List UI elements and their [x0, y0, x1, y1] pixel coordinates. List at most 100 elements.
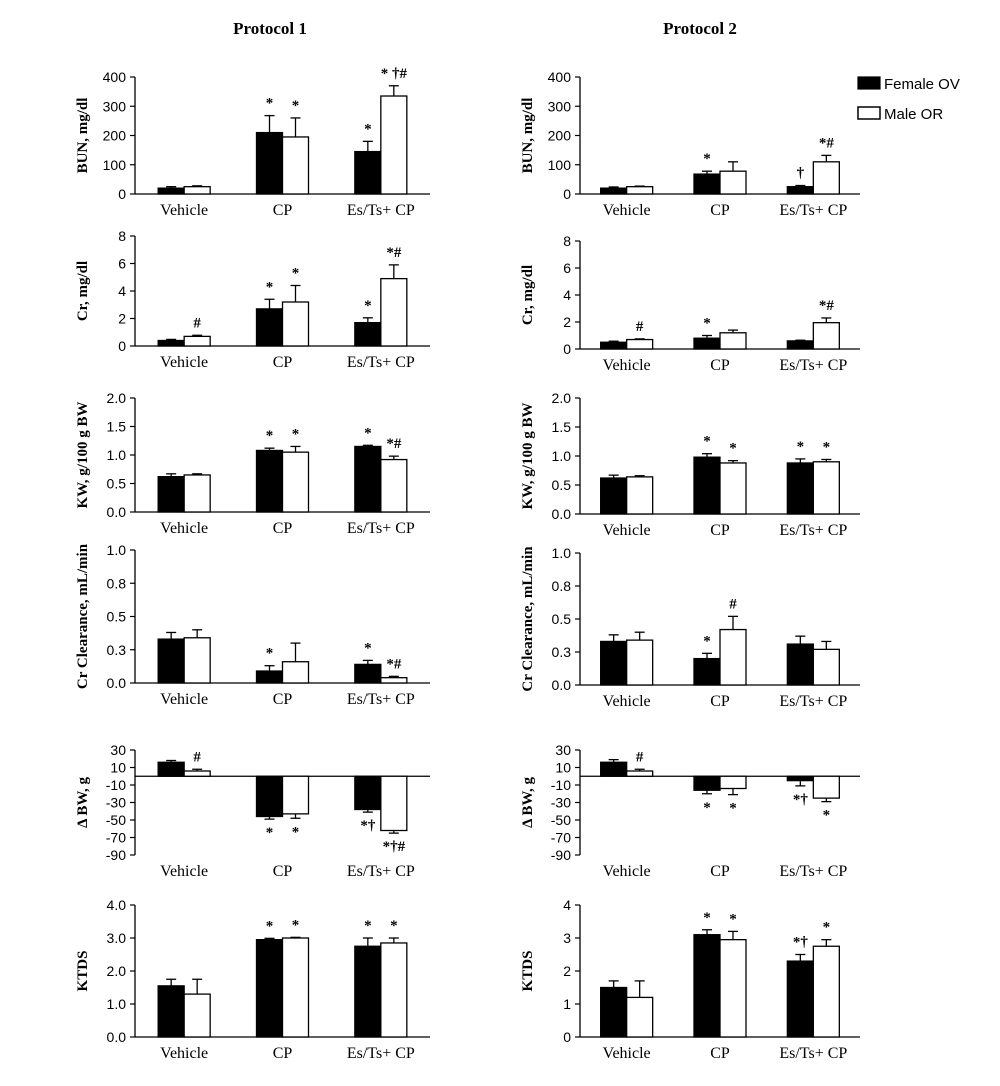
legend-swatch-male-or	[857, 106, 881, 120]
bar-p1-ktds-male-or-vehicle	[183, 993, 211, 1038]
bar-p2-cr-clearance-ml-min-female-ov-vehicle	[600, 640, 628, 686]
significance-mark-p1-cr-mg-dl: *	[364, 298, 372, 314]
y-axis-label-p2-kw-g-100-g-bw: KW, g/100 g BW	[520, 403, 536, 510]
significance-mark-p1-bun-mg-dl: *	[266, 96, 274, 112]
category-label-p1-ktds: CP	[273, 1045, 293, 1062]
bar-p2-bw-g-male-or-cp	[719, 775, 747, 790]
category-label-p1-cr-mg-dl: Es/Ts+ CP	[347, 354, 415, 371]
bar-p1-kw-g-100-g-bw-female-ov-es-ts-cp	[354, 445, 382, 513]
bar-p1-kw-g-100-g-bw-male-or-es-ts-cp	[380, 458, 408, 513]
legend: Female OV Male OR	[857, 76, 960, 123]
bar-p2-kw-g-100-g-bw-male-or-es-ts-cp	[812, 461, 840, 515]
bar-p1-bw-g-female-ov-vehicle	[157, 761, 185, 777]
bar-p2-cr-mg-dl-female-ov-cp	[693, 337, 721, 350]
category-label-p2-kw-g-100-g-bw: Es/Ts+ CP	[779, 522, 847, 539]
bar-p2-bw-g-male-or-vehicle	[626, 770, 654, 777]
category-label-p1-kw-g-100-g-bw: Es/Ts+ CP	[347, 520, 415, 537]
y-tick-label-p2-cr-clearance-ml-min: 0.5	[552, 611, 572, 627]
significance-mark-p1-ktds: *	[364, 918, 372, 934]
y-axis-label-p2-cr-clearance-ml-min: Cr Clearance, mL/min	[520, 546, 536, 692]
y-tick-label-p1-kw-g-100-g-bw: 1.0	[107, 447, 127, 463]
bar-p1-cr-mg-dl-male-or-cp	[281, 301, 310, 347]
y-tick-label-p1-cr-clearance-ml-min: 0.0	[107, 675, 127, 691]
y-tick-label-p2-bw-g: 30	[555, 742, 571, 758]
y-axis-label-p1-bw-g: Δ BW, g	[75, 777, 91, 828]
y-tick-label-p2-ktds: 2	[563, 963, 571, 979]
panel-p2-kw-g-100-g-bw: 0.0 0.5 1.0 1.5 2.0 KW, g/100 g BW Vehicle * * CP…	[520, 390, 860, 539]
y-tick-label-p2-kw-g-100-g-bw: 1.0	[552, 448, 572, 464]
y-tick-label-p1-kw-g-100-g-bw: 2.0	[107, 390, 127, 406]
y-tick-label-p2-cr-clearance-ml-min: 1.0	[552, 545, 572, 561]
y-tick-label-p2-bw-g: -10	[551, 777, 571, 793]
bar-p2-bw-g-female-ov-es-ts-cp	[786, 775, 814, 782]
y-tick-label-p1-cr-clearance-ml-min: 0.8	[107, 575, 127, 591]
y-tick-label-p1-kw-g-100-g-bw: 1.5	[107, 419, 127, 435]
significance-mark-p2-bun-mg-dl: *#	[819, 135, 835, 151]
significance-mark-p1-kw-g-100-g-bw: *	[292, 426, 300, 442]
bar-p2-bun-mg-dl-male-or-es-ts-cp	[812, 161, 840, 195]
bar-p2-cr-mg-dl-male-or-es-ts-cp	[812, 322, 840, 350]
panel-p2-cr-clearance-ml-min: 0.0 0.3 0.5 0.8 1.0 Cr Clearance, mL/min Vehic…	[520, 545, 860, 710]
y-tick-label-p2-bun-mg-dl: 400	[548, 69, 572, 85]
bar-p1-bun-mg-dl-male-or-vehicle	[183, 186, 211, 195]
y-tick-label-p2-kw-g-100-g-bw: 0.5	[552, 477, 572, 493]
y-tick-label-p2-kw-g-100-g-bw: 2.0	[552, 390, 572, 406]
y-tick-label-p2-kw-g-100-g-bw: 0.0	[552, 506, 572, 522]
significance-mark-p2-kw-g-100-g-bw: *	[729, 441, 737, 457]
bar-p1-ktds-female-ov-cp	[255, 939, 284, 1038]
y-tick-label-p1-cr-mg-dl: 2	[118, 311, 126, 327]
significance-mark-p1-ktds: *	[266, 918, 274, 934]
significance-mark-p2-cr-clearance-ml-min: #	[729, 596, 737, 612]
y-tick-label-p2-bun-mg-dl: 300	[548, 98, 572, 114]
y-tick-label-p1-cr-clearance-ml-min: 1.0	[107, 542, 127, 558]
bar-p1-kw-g-100-g-bw-male-or-cp	[281, 451, 310, 513]
bar-p2-bun-mg-dl-female-ov-vehicle	[600, 187, 628, 195]
y-tick-label-p2-cr-mg-dl: 0	[563, 341, 571, 357]
bar-p2-bun-mg-dl-male-or-cp	[719, 170, 747, 195]
bar-p1-bw-g-female-ov-cp	[255, 775, 284, 818]
y-tick-label-p1-bw-g: 10	[110, 760, 126, 776]
bar-p1-cr-mg-dl-female-ov-es-ts-cp	[354, 321, 382, 347]
bar-p2-cr-clearance-ml-min-male-or-cp	[719, 628, 747, 686]
category-label-p2-cr-mg-dl: CP	[710, 357, 730, 374]
bar-p1-cr-clearance-ml-min-male-or-vehicle	[183, 637, 211, 684]
y-tick-label-p1-bun-mg-dl: 200	[103, 128, 127, 144]
bar-p2-cr-clearance-ml-min-male-or-vehicle	[626, 639, 654, 686]
y-tick-label-p2-bw-g: 10	[555, 760, 571, 776]
y-tick-label-p2-ktds: 1	[563, 996, 571, 1012]
category-label-p2-bun-mg-dl: Vehicle	[603, 202, 651, 219]
bar-p2-ktds-male-or-cp	[719, 939, 747, 1038]
legend-swatch-female-ov	[857, 76, 881, 90]
significance-mark-p2-ktds: *	[729, 911, 737, 927]
category-label-p2-ktds: CP	[710, 1045, 730, 1062]
y-tick-label-p1-bw-g: -30	[106, 795, 126, 811]
y-axis-label-p2-ktds: KTDS	[520, 951, 536, 992]
bar-p1-kw-g-100-g-bw-female-ov-vehicle	[157, 476, 185, 513]
category-label-p1-ktds: Es/Ts+ CP	[347, 1045, 415, 1062]
significance-mark-p2-ktds: *	[823, 920, 831, 936]
significance-mark-p2-kw-g-100-g-bw: *	[703, 434, 711, 450]
panel-p1-kw-g-100-g-bw: 0.0 0.5 1.0 1.5 2.0 KW, g/100 g BW Vehicle * * CP…	[75, 390, 430, 537]
category-label-p1-kw-g-100-g-bw: Vehicle	[160, 520, 208, 537]
bar-p1-ktds-female-ov-vehicle	[157, 985, 185, 1038]
y-axis-label-p1-cr-mg-dl: Cr, mg/dl	[75, 261, 91, 321]
significance-mark-p2-bun-mg-dl: †	[797, 166, 805, 182]
y-tick-label-p2-bun-mg-dl: 100	[548, 157, 572, 173]
panel-p1-ktds: 0.0 1.0 2.0 3.0 4.0 KTDS Vehicle * * CP * * Es/Ts+ C…	[75, 897, 430, 1062]
bar-p2-cr-mg-dl-male-or-vehicle	[626, 338, 654, 350]
significance-mark-p2-bw-g: *	[703, 800, 711, 816]
category-label-p1-cr-clearance-ml-min: Vehicle	[160, 691, 208, 708]
y-tick-label-p2-cr-clearance-ml-min: 0.8	[552, 578, 572, 594]
bar-p2-bun-mg-dl-female-ov-cp	[693, 173, 721, 195]
y-tick-label-p2-bw-g: -90	[551, 847, 571, 863]
bar-p2-cr-clearance-ml-min-male-or-es-ts-cp	[812, 648, 840, 686]
bar-p1-bw-g-male-or-cp	[281, 775, 310, 815]
category-label-p2-bun-mg-dl: CP	[710, 202, 730, 219]
significance-mark-p2-cr-mg-dl: *	[703, 316, 711, 332]
category-label-p2-cr-mg-dl: Es/Ts+ CP	[779, 357, 847, 374]
y-tick-label-p2-ktds: 3	[563, 930, 571, 946]
bar-p2-cr-mg-dl-female-ov-es-ts-cp	[786, 340, 814, 350]
significance-mark-p2-bun-mg-dl: *	[703, 151, 711, 167]
y-tick-label-p1-ktds: 1.0	[107, 996, 127, 1012]
